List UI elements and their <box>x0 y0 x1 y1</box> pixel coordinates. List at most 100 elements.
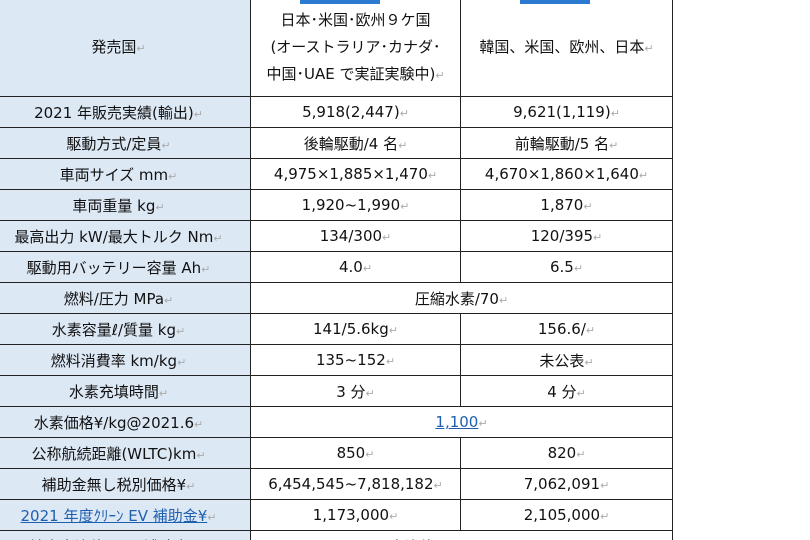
data-cell: 7,062,091 <box>460 468 673 500</box>
cell-line: (オーストラリア･カナダ･ <box>270 38 441 56</box>
data-cell: 120/395 <box>460 220 673 252</box>
data-cell: 日本･米国･欧州９ケ国 (オーストラリア･カナダ･ 中国･UAE で実証実験中) <box>250 0 461 97</box>
cell-text: 4,670×1,860×1,640 <box>484 165 639 183</box>
data-cell: 後輪駆動/4 名 <box>250 127 461 159</box>
data-cell: 6,454,545~7,818,182 <box>250 468 461 500</box>
cell-text: 3 分 <box>336 382 366 401</box>
table-row: 2021 年販売実績(輸出) 5,918(2,447) 9,621(1,119) <box>0 96 673 128</box>
table-row: 駆動方式/定員 後輪駆動/4 名 前輪駆動/5 名 <box>0 127 673 159</box>
cell-text: 141/5.6kg <box>313 320 389 338</box>
cell-text: 燃料消費率 km/kg <box>50 351 178 370</box>
row-header: 駆動用バッテリー容量 Ah <box>0 251 251 283</box>
data-cell: 韓国、米国、欧州、日本 <box>460 0 673 97</box>
cell-text: 820 <box>547 444 577 462</box>
cell-text: 車両サイズ mm <box>59 165 169 184</box>
table-row: 補助金無し税別価格¥ 6,454,545~7,818,182 7,062,091 <box>0 468 673 500</box>
table-row: 公称航続距離(WLTC)km 850 820 <box>0 437 673 469</box>
row-header: 車両サイズ mm <box>0 158 251 190</box>
table-row: 発売国 日本･米国･欧州９ケ国 (オーストラリア･カナダ･ 中国･UAE で実証実験中… <box>0 0 673 97</box>
data-cell: 4,975×1,885×1,470 <box>250 158 461 190</box>
cell-text: 1,870 <box>540 196 584 214</box>
row-header: 水素価格¥/kg@2021.6 <box>0 406 251 438</box>
cell-text: 最高出力 kW/最大トルク Nm <box>14 227 214 246</box>
table-row: 最高出力 kW/最大トルク Nm 134/300 120/395 <box>0 220 673 252</box>
row-header: 車両重量 kg <box>0 189 251 221</box>
data-cell: 未公表 <box>460 344 673 376</box>
data-cell: 850 <box>250 437 461 469</box>
row-header: 水素容量ℓ/質量 kg <box>0 313 251 345</box>
cell-text: 4.0 <box>338 258 363 276</box>
data-cell: 3 分 <box>250 375 461 407</box>
data-cell: 1,920~1,990 <box>250 189 461 221</box>
data-cell: 135~152 <box>250 344 461 376</box>
cell-text: 6.5 <box>549 258 574 276</box>
row-header: 発売国 <box>0 0 251 97</box>
cell-text: 発売国 <box>91 38 137 56</box>
table-row: 燃料/圧力 MPa 圧縮水素/70 <box>0 282 673 314</box>
table-body: 発売国 日本･米国･欧州９ケ国 (オーストラリア･カナダ･ 中国･UAE で実証実験中… <box>0 0 673 540</box>
cell-text: 120/395 <box>530 227 594 245</box>
cell-text: 850 <box>336 444 366 462</box>
row-header: 2021 年度ｸﾘｰﾝ EV 補助金¥ <box>0 499 251 531</box>
cell-text: 2,105,000 <box>523 506 601 524</box>
cell-line: 中国･UAE で実証実験中) <box>266 65 436 83</box>
table-row: 燃料消費率 km/kg 135~152 未公表 <box>0 344 673 376</box>
data-cell: 自治体により異なる <box>250 530 673 540</box>
cell-text: 9,621(1,119) <box>513 103 611 121</box>
cell-text: 135~152 <box>315 351 386 369</box>
row-header: 最高出力 kW/最大トルク Nm <box>0 220 251 252</box>
table-row: 水素価格¥/kg@2021.6 1,100 <box>0 406 673 438</box>
data-cell: 1,100 <box>250 406 673 438</box>
data-cell: 820 <box>460 437 673 469</box>
cell-text: 1,920~1,990 <box>301 196 401 214</box>
data-cell: 2,105,000 <box>460 499 673 531</box>
cell-text: 6,454,545~7,818,182 <box>268 475 434 493</box>
cell-text: 156.6/ <box>537 320 586 338</box>
row-header: 燃料/圧力 MPa <box>0 282 251 314</box>
row-header: 水素充填時間 <box>0 375 251 407</box>
row-header: 公称航続距離(WLTC)km <box>0 437 251 469</box>
data-cell: 9,621(1,119) <box>460 96 673 128</box>
data-cell: 156.6/ <box>460 313 673 345</box>
data-cell: 4 分 <box>460 375 673 407</box>
link[interactable]: 2021 年度ｸﾘｰﾝ EV 補助金¥ <box>20 506 208 525</box>
data-cell: 134/300 <box>250 220 461 252</box>
spec-table: 発売国 日本･米国･欧州９ケ国 (オーストラリア･カナダ･ 中国･UAE で実証実験中… <box>0 0 673 540</box>
row-header: 地方自治体 FCV 補助金¥ <box>0 530 251 540</box>
table-row: 2021 年度ｸﾘｰﾝ EV 補助金¥ 1,173,000 2,105,000 <box>0 499 673 531</box>
data-cell: 1,173,000 <box>250 499 461 531</box>
data-cell: 5,918(2,447) <box>250 96 461 128</box>
cell-text: 4 分 <box>547 382 577 401</box>
data-cell: 前輪駆動/5 名 <box>460 127 673 159</box>
cell-text: 水素充填時間 <box>68 382 159 401</box>
cell-text: 公称航続距離(WLTC)km <box>31 444 197 463</box>
cell-text: 自治体により異なる <box>390 538 525 540</box>
table-row: 車両サイズ mm 4,975×1,885×1,470 4,670×1,860×1,6… <box>0 158 673 190</box>
cell-text: 5,918(2,447) <box>302 103 400 121</box>
cell-text: 補助金無し税別価格¥ <box>41 475 187 494</box>
data-cell: 圧縮水素/70 <box>250 282 673 314</box>
cell-text: 未公表 <box>539 351 585 370</box>
cell-line: 日本･米国･欧州９ケ国 <box>280 11 431 29</box>
row-header: 補助金無し税別価格¥ <box>0 468 251 500</box>
table-row: 車両重量 kg 1,920~1,990 1,870 <box>0 189 673 221</box>
data-cell: 4.0 <box>250 251 461 283</box>
cell-text: 駆動方式/定員 <box>66 134 162 153</box>
data-cell: 4,670×1,860×1,640 <box>460 158 673 190</box>
cell-text: 1,173,000 <box>312 506 390 524</box>
row-header: 2021 年販売実績(輸出) <box>0 96 251 128</box>
table-row: 水素充填時間 3 分 4 分 <box>0 375 673 407</box>
data-cell: 1,870 <box>460 189 673 221</box>
link[interactable]: 1,100 <box>435 413 479 431</box>
data-cell: 6.5 <box>460 251 673 283</box>
cell-text: 圧縮水素/70 <box>414 289 499 308</box>
cell-text: 前輪駆動/5 名 <box>514 134 610 153</box>
cell-text: 車両重量 kg <box>72 196 156 215</box>
cell-text: 水素容量ℓ/質量 kg <box>51 320 176 339</box>
cell-text: 134/300 <box>319 227 383 245</box>
row-header: 駆動方式/定員 <box>0 127 251 159</box>
cell-text: 韓国、米国、欧州、日本 <box>479 38 645 56</box>
data-cell: 141/5.6kg <box>250 313 461 345</box>
cell-text: 水素価格¥/kg@2021.6 <box>33 413 195 432</box>
